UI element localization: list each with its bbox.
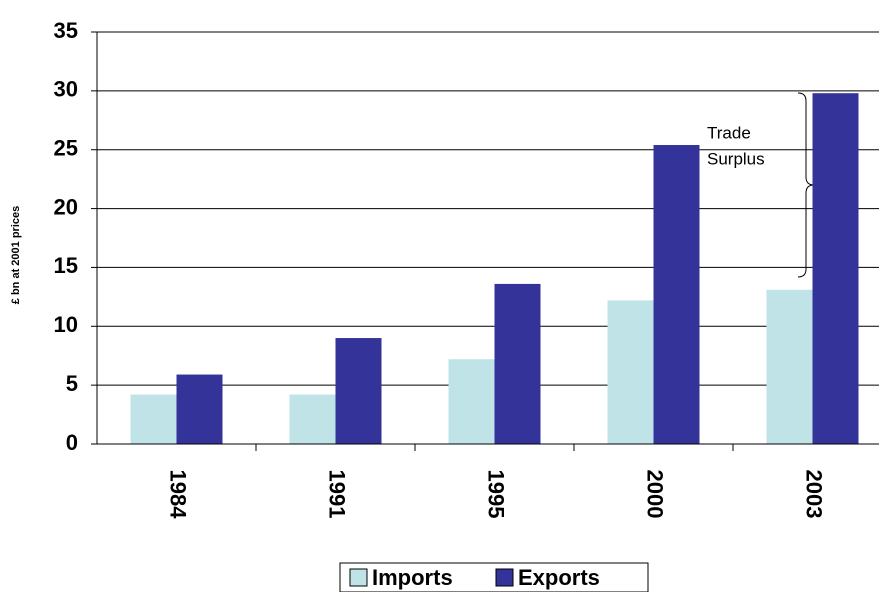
bar — [766, 289, 813, 444]
y-tick-label: 15 — [54, 253, 78, 278]
x-tick-label: 1984 — [166, 470, 191, 520]
bar — [335, 338, 382, 444]
annotation: Surplus — [707, 149, 765, 168]
legend-swatch — [349, 568, 368, 587]
x-tick-label: 1991 — [325, 470, 350, 519]
y-tick-label: 10 — [54, 312, 78, 337]
bar — [607, 300, 654, 444]
bar — [812, 93, 859, 444]
bar — [176, 374, 223, 444]
brace — [797, 92, 815, 278]
annotation: Trade — [707, 123, 751, 142]
bar — [130, 394, 177, 444]
legend-box — [339, 562, 649, 592]
bar — [289, 394, 336, 444]
y-tick-label: 35 — [54, 18, 78, 43]
y-tick-label: 25 — [54, 136, 78, 161]
legend-label: Exports — [518, 565, 600, 590]
y-tick-label: 20 — [54, 194, 78, 219]
bar — [653, 145, 700, 444]
y-tick-label: 0 — [66, 430, 78, 455]
y-axis-label: £ bn at 2001 prices — [10, 206, 22, 304]
x-tick-label: 2000 — [643, 470, 668, 519]
legend-label: Imports — [372, 565, 453, 590]
y-tick-label: 5 — [66, 371, 78, 396]
x-tick-label: 2003 — [802, 470, 827, 519]
legend-swatch — [495, 568, 514, 587]
x-tick-label: 1995 — [484, 470, 509, 519]
bar — [448, 359, 495, 444]
y-tick-label: 30 — [54, 77, 78, 102]
bar — [494, 283, 541, 444]
